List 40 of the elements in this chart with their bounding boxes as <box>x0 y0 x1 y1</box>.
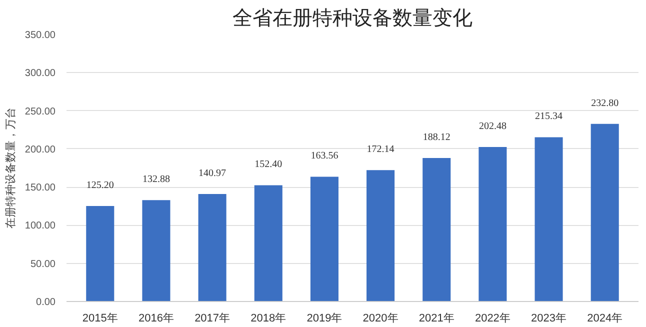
data-label: 202.48 <box>478 121 506 132</box>
data-label: 163.56 <box>310 150 338 162</box>
y-tick-label: 200.00 <box>24 144 56 156</box>
y-tick-label: 250.00 <box>24 106 56 118</box>
x-tick-label: 2017年 <box>194 312 230 324</box>
bar <box>254 185 282 302</box>
bar <box>478 147 507 302</box>
bar <box>142 200 170 302</box>
bar <box>422 158 451 302</box>
data-label: 215.34 <box>535 111 563 122</box>
y-tick-label: 350.00 <box>24 30 56 41</box>
data-label: 132.88 <box>142 174 170 186</box>
chart-title: 全省在册特种设备数量变化 <box>232 8 472 30</box>
bar <box>534 137 563 302</box>
x-tick-label: 2021年 <box>418 312 454 324</box>
x-tick-label: 2015年 <box>82 312 118 324</box>
x-tick-label: 2020年 <box>362 312 398 324</box>
y-tick-label: 150.00 <box>24 182 56 194</box>
data-label: 232.80 <box>591 98 619 109</box>
bar <box>366 170 395 302</box>
data-label: 172.14 <box>366 144 394 156</box>
bar <box>590 124 619 302</box>
x-tick-label: 2024年 <box>587 312 623 324</box>
data-label: 125.20 <box>86 180 114 191</box>
bar <box>310 176 338 302</box>
data-label: 152.40 <box>254 159 282 170</box>
y-axis-title: 在册特种设备数量，万台 <box>4 108 17 228</box>
x-tick-label: 2016年 <box>138 312 174 324</box>
x-tick-label: 2018年 <box>250 312 286 324</box>
x-tick-label: 2019年 <box>306 312 342 324</box>
x-tick-label: 2022年 <box>474 312 510 324</box>
data-label: 188.12 <box>422 132 450 143</box>
bar <box>198 194 226 302</box>
x-tick-label: 2023年 <box>531 312 567 324</box>
bar <box>86 206 114 302</box>
y-tick-label: 300.00 <box>24 68 56 80</box>
y-tick-label: 0.00 <box>36 297 56 308</box>
data-label: 140.97 <box>198 168 226 179</box>
y-tick-label: 50.00 <box>30 258 56 270</box>
y-tick-label: 100.00 <box>24 220 56 232</box>
